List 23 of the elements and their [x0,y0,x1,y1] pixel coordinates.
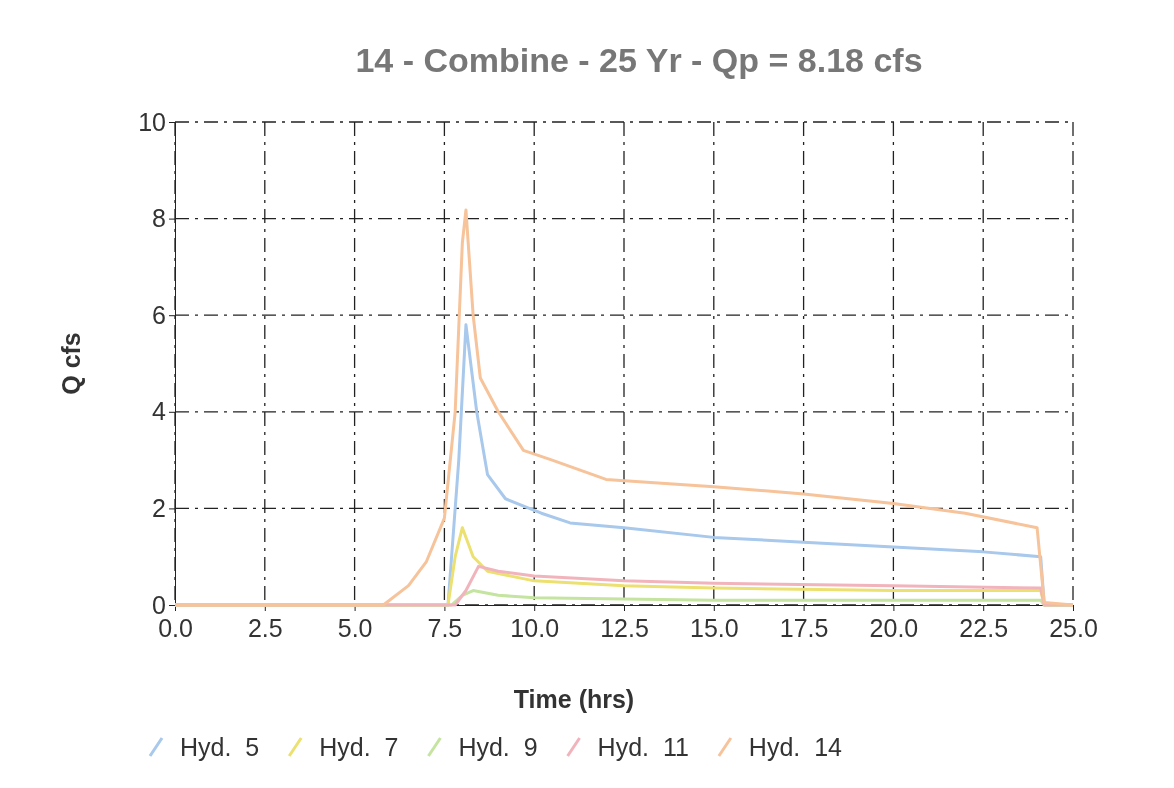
x-tick-label: 2.5 [247,613,283,642]
x-tick-label: 22.5 [959,613,1009,642]
y-tick-label: 4 [152,397,167,426]
y-tick-label: 10 [138,107,166,136]
y-tick-label: 8 [152,204,166,233]
legend-label: Hyd. 11 [597,733,689,761]
x-tick-label: 5.0 [337,613,373,642]
legend-label: Hyd. 9 [458,733,538,761]
x-tick-label: 17.5 [779,613,829,642]
legend-label: Hyd. 14 [748,733,843,761]
x-tick-label: 25.0 [1049,613,1098,642]
x-axis-title: Time (hrs) [513,685,635,713]
chart-title: 14 - Combine - 25 Yr - Qp = 8.18 cfs [355,41,923,79]
y-tick-label: 2 [152,493,166,522]
x-tick-label: 15.0 [689,613,739,642]
x-tick-label: 20.0 [869,613,919,642]
legend-label: Hyd. 7 [319,733,399,761]
x-tick-label: 7.5 [427,613,463,642]
x-tick-label: 12.5 [600,613,649,642]
y-tick-label: 6 [152,300,166,329]
legend-label: Hyd. 5 [180,733,260,761]
x-tick-label: 10.0 [510,613,560,642]
y-axis-title: Q cfs [57,332,85,395]
